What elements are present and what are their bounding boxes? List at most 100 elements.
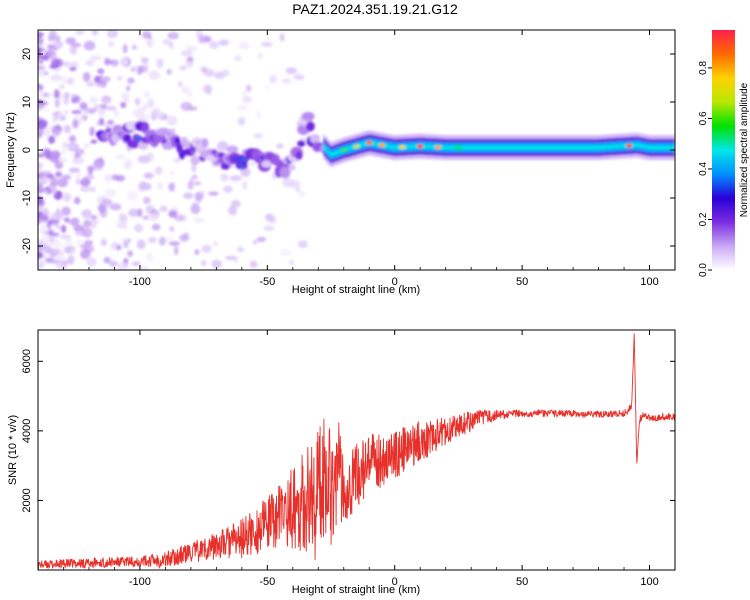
spectrogram-noise-cell [48, 135, 56, 144]
spectrogram-signal-cell [218, 153, 224, 158]
spectrogram-noise-cell [43, 190, 49, 195]
spectrogram-noise-cell [218, 39, 230, 46]
spectrogram-noise-cell [49, 30, 57, 37]
spectrogram-noise-cell [191, 174, 198, 180]
spectrogram-noise-cell [54, 98, 60, 108]
spectrogram-noise-cell [249, 260, 258, 269]
spectrogram-noise-cell [105, 188, 116, 198]
spectrogram-noise-cell [104, 173, 113, 183]
colorbar-bar [712, 30, 735, 270]
spectrogram-noise-cell [127, 77, 135, 84]
spectrogram-noise-cell [148, 213, 160, 222]
spectrogram-noise-cell [67, 255, 75, 265]
spectrogram-noise-cell [257, 52, 263, 60]
spectrogram-noise-cell [45, 257, 55, 263]
spectrogram-noise-cell [179, 66, 187, 71]
spectrogram-signal-cell [226, 145, 239, 154]
spectrogram-noise-cell [166, 68, 172, 75]
spectrogram-noise-cell [75, 239, 82, 247]
spectrogram-noise-cell [42, 207, 49, 216]
spectrogram-noise-cell [72, 118, 79, 129]
spectrogram-noise-cell [119, 213, 128, 223]
spectrogram-signal-cell [156, 127, 171, 136]
spectrogram-noise-cell [201, 244, 212, 253]
spectrogram-noise-cell [74, 148, 85, 156]
colorbar-tick-label: 0.0 [698, 263, 709, 277]
spectrogram-noise-cell [59, 84, 65, 90]
spectrogram-noise-cell [140, 265, 149, 270]
spectrogram-noise-cell [52, 42, 63, 48]
spectrogram-noise-cell [123, 221, 128, 230]
spectrogram-noise-cell [81, 209, 92, 219]
spectrogram-noise-cell [285, 67, 298, 75]
snr-x-tick-label: -50 [259, 576, 275, 588]
spectrogram-noise-cell [168, 182, 176, 192]
snr-y-label: SNR (10 * v/v) [7, 415, 19, 485]
spectrogram-signal-cell [122, 133, 132, 143]
spectrogram-noise-cell [298, 191, 305, 198]
spectrogram-noise-cell [49, 248, 61, 255]
spectrogram-noise-cell [293, 74, 305, 81]
spectrogram-noise-cell [173, 158, 181, 163]
spectrogram-noise-cell [75, 172, 82, 181]
spectrogram-noise-cell [38, 103, 43, 110]
spectrogram-peak-cell [399, 144, 406, 150]
spectrogram-noise-cell [83, 143, 90, 149]
snr-x-tick-label: -100 [129, 576, 151, 588]
spectrogram-noise-cell [38, 185, 44, 194]
colorbar-ticks: 0.0 0.2 0.4 0.6 0.8 [698, 61, 712, 277]
spectrogram-noise-cell [229, 175, 242, 182]
spectrogram-noise-cell [209, 40, 219, 50]
spectrogram-noise-cell [73, 196, 81, 205]
spectrogram-noise-cell [136, 239, 146, 250]
spectrogram-y-tick-label: 20 [21, 48, 33, 60]
spectrogram-noise-cell [69, 45, 78, 55]
spectrogram-noise-cell [148, 70, 161, 80]
spectrogram-signal-cell [309, 133, 321, 144]
spectrogram-noise-cell [50, 74, 62, 82]
snr-x-axis: -100 -50 0 50 100 [37, 330, 676, 588]
spectrogram-noise-cell [71, 110, 82, 115]
spectrogram-noise-cell [231, 199, 241, 208]
spectrogram-noise-cell [38, 225, 47, 234]
spectrogram-noise-cell [281, 78, 292, 84]
snr-x-tick-label: 50 [516, 576, 528, 588]
colorbar-tick-label: 0.2 [698, 212, 709, 226]
spectrogram-noise-cell [167, 31, 179, 40]
spectrogram-noise-cell [116, 221, 126, 229]
spectrogram-noise-cell [61, 75, 66, 85]
spectrogram-noise-cell [187, 106, 198, 111]
spectrogram-noise-cell [141, 31, 152, 39]
spectrogram-noise-cell [64, 108, 69, 117]
spectrogram-noise-cell [90, 55, 103, 61]
spectrogram-noise-cell [237, 117, 246, 126]
spectrogram-signal-cell [174, 138, 180, 143]
spectrogram-noise-cell [90, 186, 96, 193]
spectrogram-noise-cell [38, 203, 43, 213]
spectrogram-noise-cell [52, 117, 58, 123]
spectrogram-noise-cell [104, 57, 111, 66]
spectrogram-noise-cell [38, 38, 43, 46]
spectrogram-noise-cell [246, 84, 252, 93]
spectrogram-noise-cell [169, 128, 176, 135]
spectrogram-noise-cell [75, 30, 85, 35]
spectrogram-noise-cell [38, 90, 44, 98]
spectrogram-x-tick-label: 50 [516, 276, 528, 288]
spectrogram-noise-cell [220, 173, 229, 182]
spectrogram-noise-cell [38, 263, 41, 270]
spectrogram-noise-cell [38, 68, 45, 77]
spectrogram-signal-cell [301, 111, 315, 121]
spectrogram-noise-cell [98, 77, 111, 82]
spectrogram-noise-cell [38, 251, 44, 259]
spectrogram-noise-cell [85, 81, 97, 87]
spectrogram-noise-cell [194, 191, 203, 202]
spectrogram-noise-cell [181, 86, 190, 94]
spectrogram-noise-cell [241, 90, 247, 96]
spectrogram-noise-cell [128, 208, 140, 218]
spectrogram-noise-cell [68, 135, 77, 143]
spectrogram-noise-cell [54, 160, 64, 170]
spectrogram-noise-cell [49, 176, 58, 187]
spectrogram-noise-cell [38, 58, 44, 65]
spectrogram-peak-cell [455, 145, 462, 150]
